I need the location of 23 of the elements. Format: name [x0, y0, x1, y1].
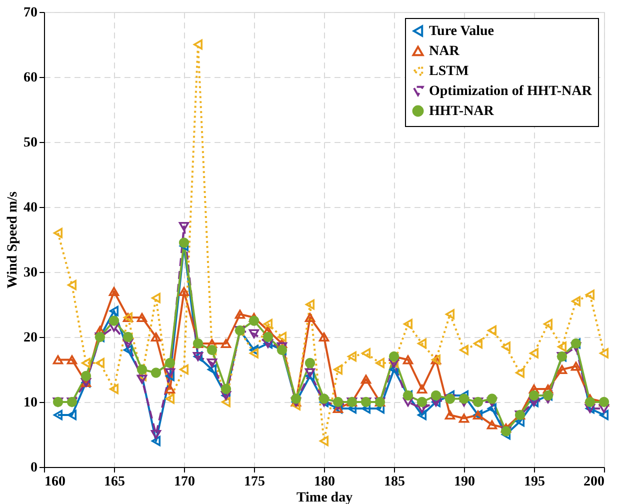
x-tick-label: 180	[314, 474, 335, 490]
y-tick-label: 70	[24, 6, 38, 20]
x-tick-label: 185	[384, 474, 405, 490]
legend-label: Ture Value	[429, 24, 494, 39]
legend-label: LSTM	[429, 64, 469, 79]
x-tick-label: 165	[104, 474, 125, 490]
y-axis-title: Wind Speed m/s	[6, 190, 20, 288]
x-tick-label: 160	[44, 474, 66, 490]
y-tick-label: 40	[24, 200, 38, 216]
legend-label: HHT-NAR	[429, 104, 495, 119]
x-tick-label: 195	[524, 474, 545, 490]
y-tick-label: 0	[30, 460, 38, 476]
x-tick-label: 200	[584, 474, 604, 490]
y-tick-label: 30	[24, 266, 38, 280]
x-tick-label: 170	[174, 474, 195, 490]
y-tick-label: 10	[24, 396, 38, 410]
y-tick-label: 20	[24, 330, 38, 346]
legend-label: Optimization of HHT-NAR	[429, 84, 593, 99]
y-tick-label: 50	[24, 136, 38, 150]
x-tick-label: 190	[454, 474, 475, 490]
y-tick-label: 60	[24, 70, 38, 86]
legend-label: NAR	[429, 44, 460, 59]
x-tick-label: 175	[244, 474, 265, 490]
